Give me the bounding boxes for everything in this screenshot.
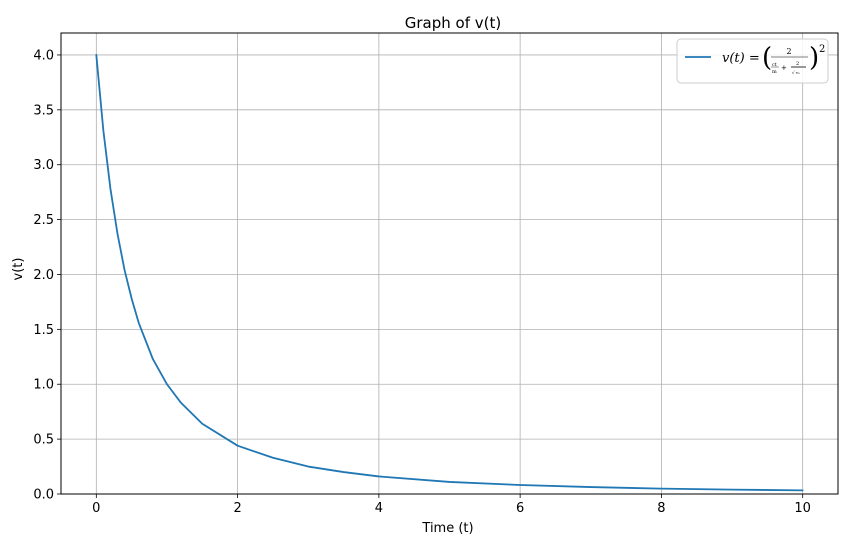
x-tick-label: 6 bbox=[516, 501, 524, 516]
y-axis: 0.0 0.5 1.0 1.5 2.0 2.5 3.0 3.5 4.0 bbox=[33, 48, 61, 503]
svg-text:√ v₀: √ v₀ bbox=[792, 70, 800, 75]
legend-box bbox=[676, 38, 829, 84]
y-tick-label: 0.0 bbox=[33, 488, 54, 503]
y-tick-label: 3.0 bbox=[33, 158, 54, 173]
svg-text:2: 2 bbox=[786, 47, 791, 56]
plot-area bbox=[61, 33, 838, 494]
series-layer bbox=[95, 54, 804, 492]
series-line-0 bbox=[95, 54, 804, 492]
y-tick-label: 4.0 bbox=[33, 48, 54, 63]
x-axis-label: Time (t) bbox=[421, 521, 473, 536]
svg-text:+: + bbox=[781, 64, 787, 72]
y-tick-label: 2.5 bbox=[33, 213, 54, 228]
x-tick-label: 0 bbox=[92, 501, 100, 516]
legend-label: v(t) = ( 2 ct m + 2 √ v₀ ) 2 bbox=[722, 43, 825, 75]
legend: v(t) = ( 2 ct m + 2 √ v₀ ) 2 bbox=[676, 38, 829, 84]
svg-text:): ) bbox=[809, 43, 819, 73]
x-tick-label: 8 bbox=[657, 501, 665, 516]
x-tick-label: 4 bbox=[375, 501, 383, 516]
y-tick-label: 1.0 bbox=[33, 378, 54, 393]
x-axis: 0 2 4 6 8 10 bbox=[92, 494, 811, 516]
svg-text:m: m bbox=[772, 69, 777, 75]
plot-frame bbox=[60, 32, 839, 495]
y-tick-label: 2.0 bbox=[33, 268, 54, 283]
svg-text:(: ( bbox=[762, 43, 772, 73]
y-tick-label: 0.5 bbox=[33, 433, 54, 448]
svg-text:2: 2 bbox=[819, 44, 825, 55]
y-tick-label: 1.5 bbox=[33, 323, 54, 338]
grid bbox=[61, 33, 838, 495]
svg-text:v(t) =: v(t) = bbox=[722, 51, 760, 66]
chart-title: Graph of v(t) bbox=[405, 14, 501, 32]
x-tick-label: 10 bbox=[794, 501, 811, 516]
y-axis-label: v(t) bbox=[11, 258, 26, 281]
x-tick-label: 2 bbox=[233, 501, 241, 516]
svg-text:ct: ct bbox=[772, 62, 777, 68]
svg-text:2: 2 bbox=[796, 61, 799, 67]
y-tick-label: 3.5 bbox=[33, 103, 54, 118]
